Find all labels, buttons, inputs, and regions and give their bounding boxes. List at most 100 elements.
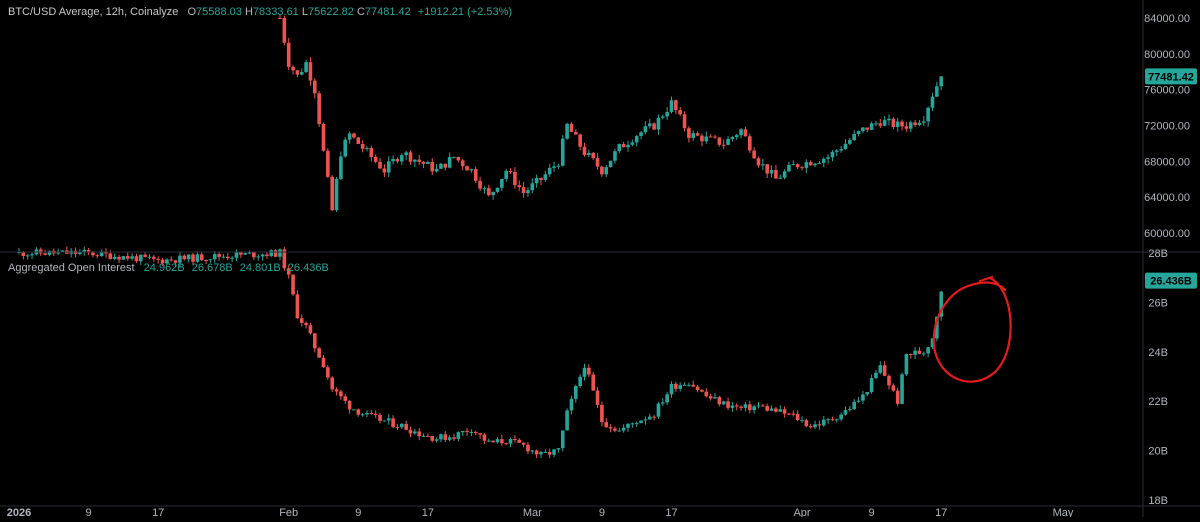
candle-body bbox=[478, 180, 482, 189]
candle-body bbox=[143, 254, 147, 257]
candle-body bbox=[495, 439, 500, 443]
candle-body bbox=[734, 135, 739, 138]
oi-high-value: 26.678B bbox=[191, 262, 233, 274]
oi-close-value: 26.436B bbox=[287, 262, 329, 274]
candle-body bbox=[465, 166, 469, 171]
candle-body bbox=[95, 255, 100, 257]
candle-body bbox=[321, 124, 326, 151]
candle-body bbox=[560, 138, 565, 166]
candle-body bbox=[900, 121, 904, 127]
candle-body bbox=[848, 409, 852, 411]
price-y-tick-label: 72000.00 bbox=[1144, 121, 1190, 133]
candle-body bbox=[565, 123, 569, 139]
x-tick-label: 9 bbox=[599, 507, 605, 517]
candle-body bbox=[569, 123, 574, 132]
price-candles-group bbox=[278, 14, 943, 213]
candle-body bbox=[413, 431, 417, 434]
candle-body bbox=[869, 378, 874, 392]
candle-body bbox=[547, 167, 552, 175]
candle-body bbox=[460, 160, 465, 167]
candle-body bbox=[656, 117, 661, 130]
candle-body bbox=[587, 152, 591, 155]
candle-body bbox=[874, 123, 878, 125]
candle-body bbox=[426, 435, 430, 437]
candle-body bbox=[887, 375, 891, 386]
candle-body bbox=[878, 365, 883, 373]
candle-body bbox=[343, 139, 348, 157]
candle-body bbox=[813, 163, 817, 166]
candle-body bbox=[234, 252, 239, 258]
candle-body bbox=[804, 162, 809, 168]
candle-body bbox=[830, 419, 835, 421]
candle-body bbox=[695, 386, 700, 391]
open-label: O bbox=[187, 6, 197, 18]
candle-body bbox=[608, 427, 613, 429]
candle-body bbox=[547, 451, 552, 455]
candle-body bbox=[582, 367, 587, 377]
candle-body bbox=[652, 416, 656, 418]
oi-low-value: 24.801B bbox=[239, 262, 281, 274]
candle-body bbox=[521, 442, 526, 445]
candle-body bbox=[147, 256, 152, 258]
candle-body bbox=[587, 367, 591, 375]
candle-body bbox=[647, 123, 652, 127]
candle-body bbox=[517, 185, 522, 188]
candle-body bbox=[526, 190, 530, 194]
candle-body bbox=[582, 146, 587, 155]
candle-body bbox=[491, 440, 495, 443]
x-tick-label: 9 bbox=[869, 507, 875, 517]
candle-body bbox=[178, 255, 182, 263]
candle-body bbox=[887, 118, 891, 121]
candle-body bbox=[330, 377, 334, 390]
candle-body bbox=[817, 424, 822, 426]
candle-body bbox=[726, 401, 730, 408]
candle-body bbox=[487, 188, 491, 196]
x-tick-label: 9 bbox=[86, 507, 92, 517]
candle-body bbox=[513, 171, 517, 186]
candle-body bbox=[226, 256, 230, 259]
candle-body bbox=[661, 402, 665, 404]
candle-body bbox=[852, 133, 856, 141]
candle-body bbox=[682, 384, 687, 386]
x-tick-label: 17 bbox=[935, 507, 947, 517]
candle-body bbox=[273, 250, 278, 257]
candle-body bbox=[908, 353, 913, 355]
candle-body bbox=[408, 152, 413, 162]
high-label: H bbox=[244, 6, 253, 18]
candle-body bbox=[739, 406, 743, 408]
candle-body bbox=[269, 250, 274, 257]
candle-body bbox=[191, 254, 195, 262]
candle-body bbox=[169, 259, 174, 261]
candle-body bbox=[543, 451, 548, 453]
candle-body bbox=[473, 431, 478, 434]
candle-body bbox=[426, 162, 430, 164]
candle-body bbox=[99, 251, 104, 257]
candle-body bbox=[852, 401, 856, 410]
candle-body bbox=[400, 423, 404, 428]
price-legend-symbol: BTC/USD Average, 12h, Coinalyze bbox=[8, 6, 179, 18]
candle-body bbox=[639, 132, 643, 136]
candle-body bbox=[800, 167, 804, 169]
candle-body bbox=[108, 253, 113, 259]
oi-legend-title: Aggregated Open Interest bbox=[8, 262, 135, 274]
candle-body bbox=[430, 435, 435, 441]
candle-body bbox=[443, 434, 448, 440]
candle-body bbox=[665, 394, 669, 403]
candle-body bbox=[804, 420, 809, 427]
candle-body bbox=[21, 251, 26, 257]
candle-body bbox=[791, 413, 796, 415]
candle-body bbox=[726, 138, 730, 145]
x-tick-label: 17 bbox=[152, 507, 164, 517]
candle-body bbox=[748, 404, 752, 411]
x-tick-label: Apr bbox=[793, 507, 810, 517]
candle-body bbox=[439, 434, 443, 440]
candle-body bbox=[469, 431, 474, 433]
candle-body bbox=[917, 122, 922, 125]
candle-body bbox=[835, 150, 839, 152]
candle-body bbox=[347, 400, 352, 410]
candle-body bbox=[556, 448, 561, 450]
candle-body bbox=[882, 120, 887, 126]
candle-body bbox=[334, 389, 339, 392]
